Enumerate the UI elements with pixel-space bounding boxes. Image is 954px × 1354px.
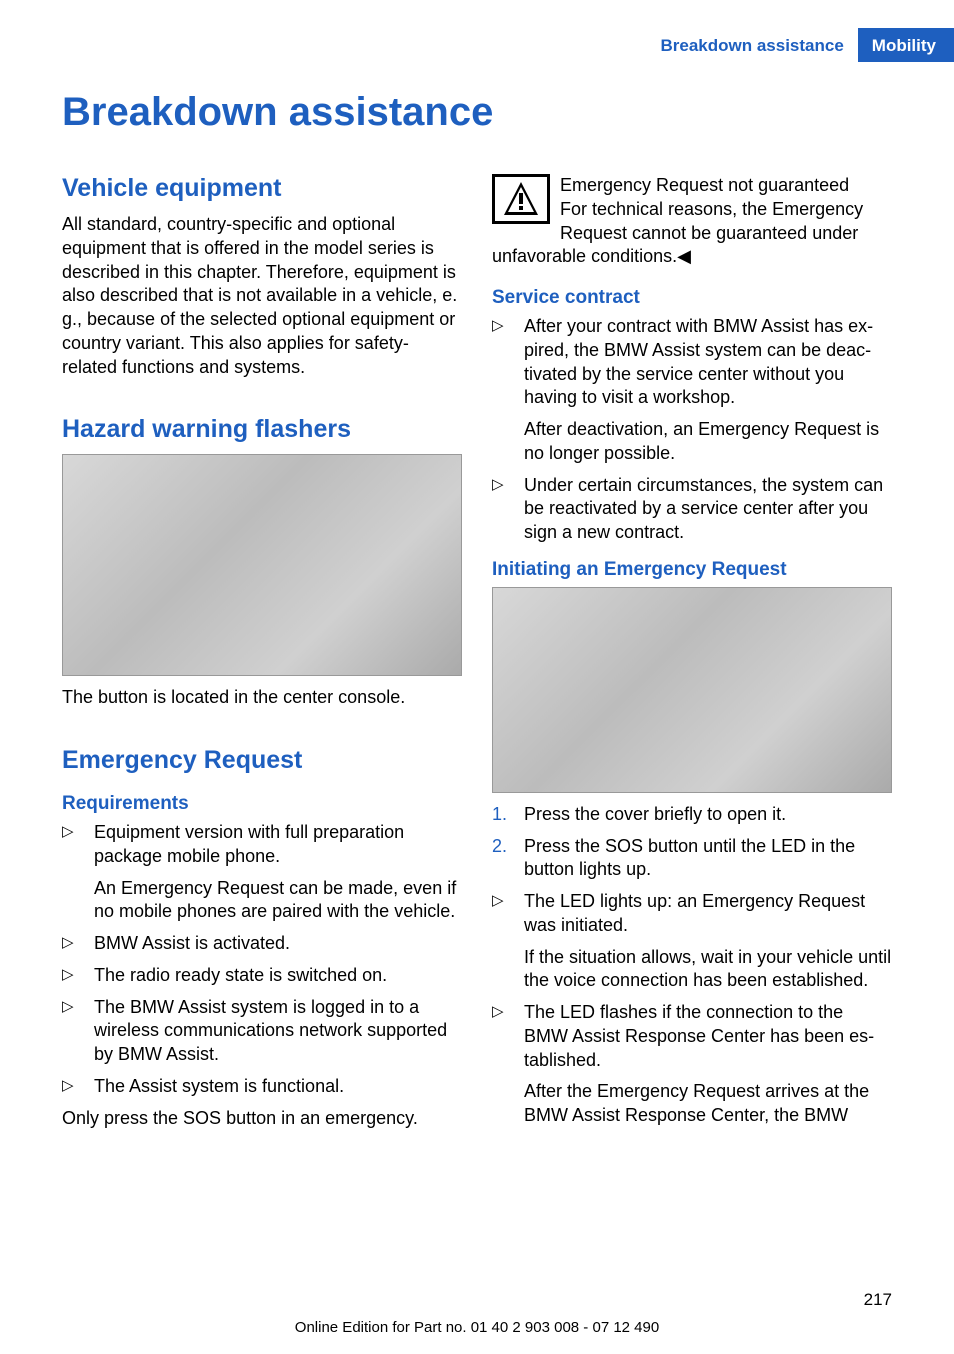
list-item-text: The BMW Assist system is logged in to a …: [94, 997, 447, 1065]
initiating-image: [492, 587, 892, 793]
warning-box: Emergency Request not guaranteed For tec…: [492, 174, 892, 269]
step-text: Press the cover briefly to open it.: [524, 804, 786, 824]
list-item-para: After the Emergency Request arrives at t…: [524, 1080, 892, 1128]
list-item: Under certain circumstances, the system …: [492, 474, 892, 545]
heading-hazard: Hazard warning flashers: [62, 415, 462, 444]
requirements-list: Equipment version with full preparation …: [62, 821, 462, 1099]
list-item-text: Under certain circumstances, the system …: [524, 475, 883, 543]
breadcrumb: Breakdown assistance: [660, 28, 857, 62]
list-item: The LED flashes if the connection to the…: [492, 1001, 892, 1128]
page-title: Breakdown assistance: [62, 90, 493, 135]
hazard-image: [62, 454, 462, 676]
content-area: Vehicle equipment All standard, country-…: [62, 174, 892, 1136]
step-number: 2.: [492, 835, 507, 859]
service-list: After your contract with BMW Assist has …: [492, 315, 892, 545]
list-item-text: The LED lights up: an Emergency Request …: [524, 891, 865, 935]
footer-text: Online Edition for Part no. 01 40 2 903 …: [0, 1319, 954, 1336]
list-item: After your contract with BMW Assist has …: [492, 315, 892, 466]
section-tag: Mobility: [858, 28, 954, 62]
list-item-text: The LED flashes if the connection to the…: [524, 1002, 874, 1070]
vehicle-equipment-body: All standard, country-specific and optio…: [62, 213, 462, 379]
list-item: The LED lights up: an Emergency Request …: [492, 890, 892, 993]
step-text: Press the SOS button until the LED in th…: [524, 836, 855, 880]
list-item: The Assist system is functional.: [62, 1075, 462, 1099]
initiating-steps: 1. Press the cover briefly to open it. 2…: [492, 803, 892, 882]
list-item-text: The Assist system is functional.: [94, 1076, 344, 1096]
list-item: 1. Press the cover briefly to open it.: [492, 803, 892, 827]
list-item-text: After your contract with BMW Assist has …: [524, 316, 873, 407]
heading-initiating: Initiating an Emergency Request: [492, 559, 892, 581]
page-number: 217: [864, 1290, 892, 1310]
list-item-para: If the situation allows, wait in your ve…: [524, 946, 892, 994]
warning-icon: [492, 174, 550, 224]
warning-title: Emergency Request not guaranteed: [560, 175, 849, 195]
list-item: BMW Assist is activated.: [62, 932, 462, 956]
requirements-after: Only press the SOS button in an emergenc…: [62, 1107, 462, 1131]
list-item-para: After deactivation, an Emergency Request…: [524, 418, 892, 466]
heading-requirements: Requirements: [62, 793, 462, 815]
heading-emergency: Emergency Request: [62, 746, 462, 775]
header-bar: Breakdown assistance Mobility: [660, 28, 954, 62]
initiating-bullets: The LED lights up: an Emergency Request …: [492, 890, 892, 1128]
list-item-para: An Emergency Request can be made, even i…: [94, 877, 462, 925]
step-number: 1.: [492, 803, 507, 827]
heading-service-contract: Service contract: [492, 287, 892, 309]
left-column: Vehicle equipment All standard, country-…: [62, 174, 462, 1136]
hazard-caption: The button is located in the center cons…: [62, 686, 462, 710]
right-column: Emergency Request not guaranteed For tec…: [492, 174, 892, 1136]
list-item: Equipment version with full preparation …: [62, 821, 462, 924]
list-item: 2. Press the SOS button until the LED in…: [492, 835, 892, 883]
heading-vehicle-equipment: Vehicle equipment: [62, 174, 462, 203]
list-item-text: The radio ready state is switched on.: [94, 965, 387, 985]
list-item-text: BMW Assist is activated.: [94, 933, 290, 953]
list-item: The BMW Assist system is logged in to a …: [62, 996, 462, 1067]
list-item-text: Equipment version with full preparation …: [94, 822, 404, 866]
list-item: The radio ready state is switched on.: [62, 964, 462, 988]
